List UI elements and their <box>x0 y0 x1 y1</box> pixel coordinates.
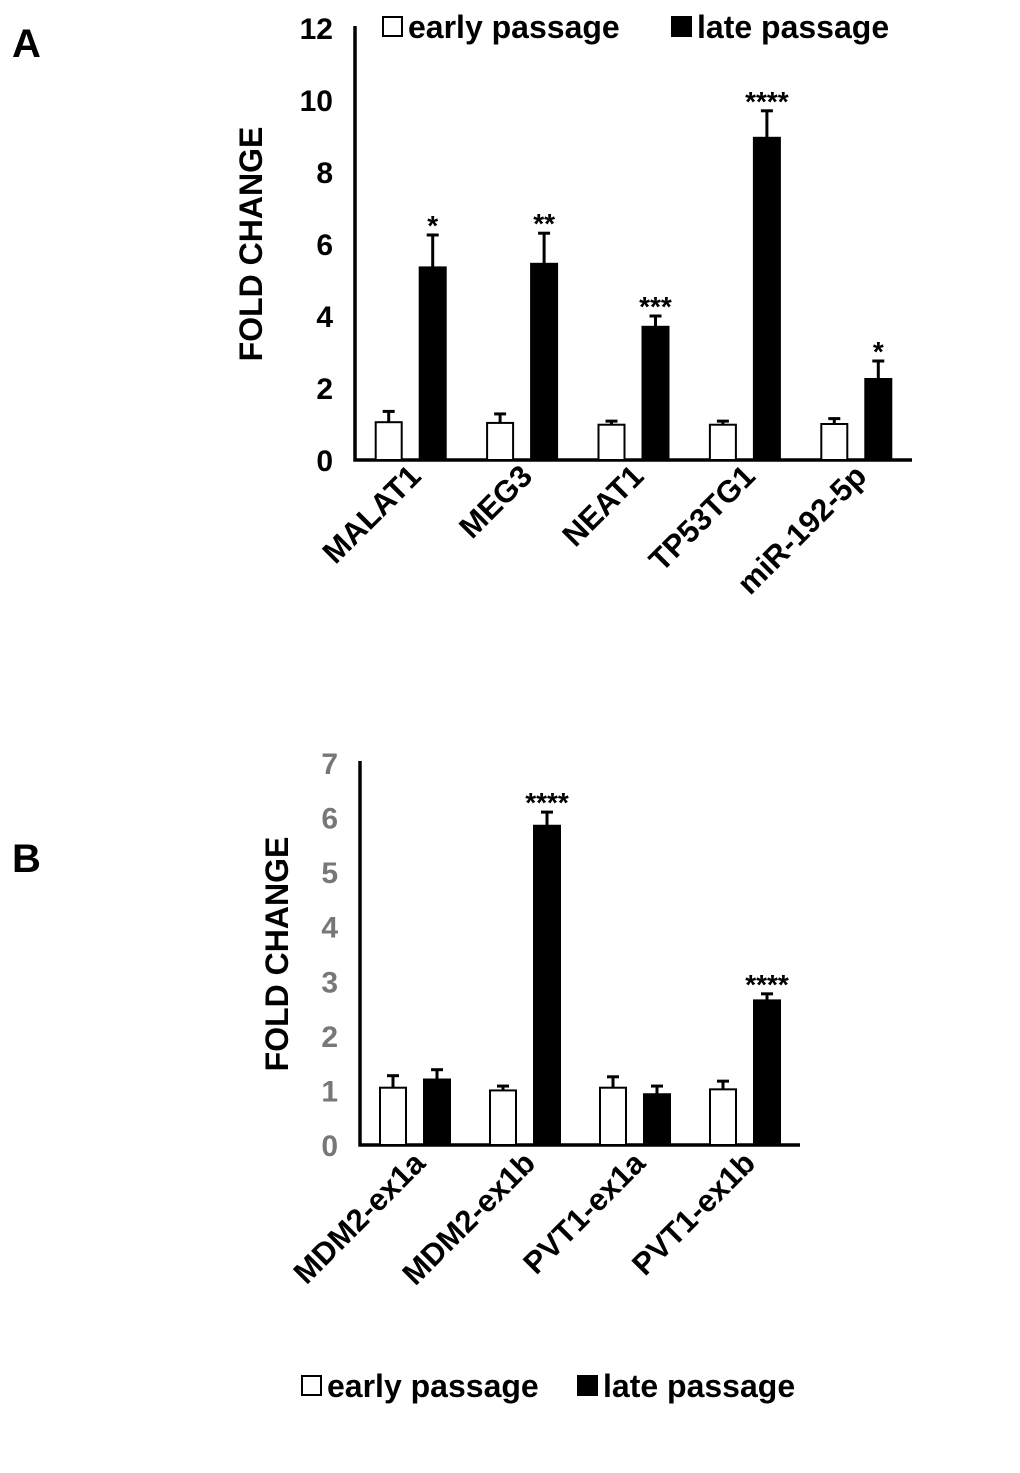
chart-a-category-label: TP53TG1 <box>642 458 762 578</box>
chart-a-bar-early <box>486 421 515 462</box>
chart-b-legend-label: early passage <box>327 1368 539 1404</box>
chart-a-bar-late <box>418 266 447 461</box>
chart-b-bar-early <box>709 1088 737 1147</box>
chart-b-ytick-label: 7 <box>321 748 338 781</box>
chart-b-significance-label: **** <box>745 969 789 1000</box>
chart-b-bar-early <box>379 1086 407 1146</box>
chart-b-bar-early <box>489 1089 517 1147</box>
chart-a-legend-label: late passage <box>697 9 889 45</box>
chart-b-bar-late <box>423 1078 451 1146</box>
chart-a-ytick-label: 4 <box>316 301 333 334</box>
chart-a-significance-label: * <box>873 336 884 367</box>
chart-a-bar-late <box>752 136 781 462</box>
chart-a-ytick-label: 2 <box>316 373 333 406</box>
chart-a-bar-early <box>820 423 849 461</box>
chart-a-bar-early <box>597 423 626 461</box>
chart-a-y-axis-title: FOLD CHANGE <box>233 127 269 362</box>
chart-b-legend-label: late passage <box>603 1368 795 1404</box>
chart-a-legend-swatch-early <box>382 16 403 37</box>
chart-b-ytick-label: 2 <box>321 1021 338 1054</box>
chart-a-category-label: NEAT1 <box>555 458 650 553</box>
chart-b-bar-late <box>753 999 781 1147</box>
chart-a-ytick-label: 12 <box>300 13 333 46</box>
chart-b-ytick-label: 5 <box>321 857 338 890</box>
chart-b-ytick-label: 1 <box>321 1075 338 1108</box>
chart-a-significance-label: **** <box>745 86 789 117</box>
chart-a-bar-early <box>708 423 737 461</box>
chart-b-ytick-label: 0 <box>321 1130 338 1163</box>
chart-a-bar-late <box>530 262 559 461</box>
chart-a-legend-swatch-late <box>671 16 692 37</box>
chart-a-significance-label: *** <box>639 291 672 322</box>
chart-a-significance-label: ** <box>533 208 555 239</box>
chart-b-bar-early <box>599 1086 627 1146</box>
chart-b-significance-label: **** <box>525 787 569 818</box>
chart-a-ytick-label: 0 <box>316 445 333 478</box>
chart-a-ytick-label: 8 <box>316 157 333 190</box>
chart-b-y-axis-title: FOLD CHANGE <box>259 837 295 1072</box>
chart-a-bar-late <box>641 325 670 461</box>
chart-b-ytick-label: 4 <box>321 912 338 945</box>
chart-a-category-label: MEG3 <box>452 458 539 545</box>
chart-a-legend-label: early passage <box>408 9 620 45</box>
chart-a-bar-early <box>374 421 403 462</box>
chart-b-legend-swatch-early <box>301 1375 322 1396</box>
chart-b-legend-swatch-late <box>577 1375 598 1396</box>
chart-b-ytick-label: 3 <box>321 966 338 999</box>
chart-b-bar-late <box>643 1093 671 1146</box>
chart-a-significance-label: * <box>427 210 438 241</box>
panel-b-label: B <box>12 837 41 881</box>
chart-a-bar-late <box>864 378 893 461</box>
chart-a-ytick-label: 10 <box>300 85 333 118</box>
chart-a-ytick-label: 6 <box>316 229 333 262</box>
chart-b-bar-late <box>533 824 561 1146</box>
chart-b-ytick-label: 6 <box>321 803 338 836</box>
panel-a-label: A <box>12 22 41 66</box>
